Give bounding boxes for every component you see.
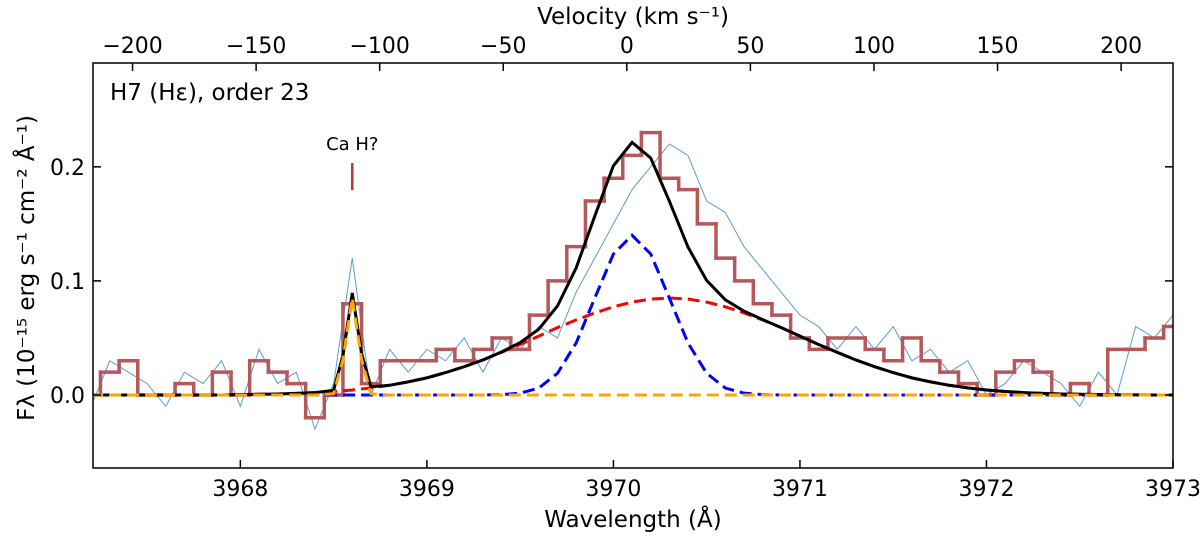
x-axis-label: Wavelength (Å)	[544, 505, 721, 533]
x2-tick-label: −100	[349, 34, 409, 59]
model-line	[93, 297, 1173, 397]
model-line	[93, 296, 1173, 397]
x-tick-label: 3972	[958, 477, 1014, 502]
x-tick-label: 3973	[1145, 477, 1200, 502]
y-tick-label: 0.0	[50, 384, 85, 409]
y-tick-label: 0.1	[50, 270, 85, 295]
x-tick-label: 3968	[212, 477, 268, 502]
x2-tick-label: 100	[853, 34, 895, 59]
model-line	[93, 140, 1173, 397]
x2-tick-label: −200	[102, 34, 162, 59]
x2-tick-label: 50	[736, 34, 764, 59]
line-marker-label: Ca H?	[326, 134, 378, 155]
y-axis-label: Fλ (10⁻¹⁵ erg s⁻¹ cm⁻² Å⁻¹)	[12, 115, 40, 421]
x2-tick-label: −50	[480, 34, 526, 59]
x2-tick-label: 150	[977, 34, 1019, 59]
frame	[92, 62, 1174, 469]
x2-tick-label: 200	[1100, 34, 1142, 59]
x2-tick-label: 0	[620, 34, 634, 59]
x2-axis-label: Velocity (km s⁻¹)	[537, 4, 729, 30]
step-spectrum	[93, 130, 1173, 420]
plot-area	[93, 130, 1173, 431]
panel-annotation: H7 (Hε), order 23	[110, 80, 309, 106]
x-tick-label: 3971	[772, 477, 828, 502]
y-tick-label: 0.2	[50, 156, 85, 181]
x-tick-label: 3969	[399, 477, 455, 502]
raw-spectrum	[93, 143, 1173, 431]
x2-tick-label: −150	[226, 34, 286, 59]
x-tick-label: 3970	[585, 477, 641, 502]
